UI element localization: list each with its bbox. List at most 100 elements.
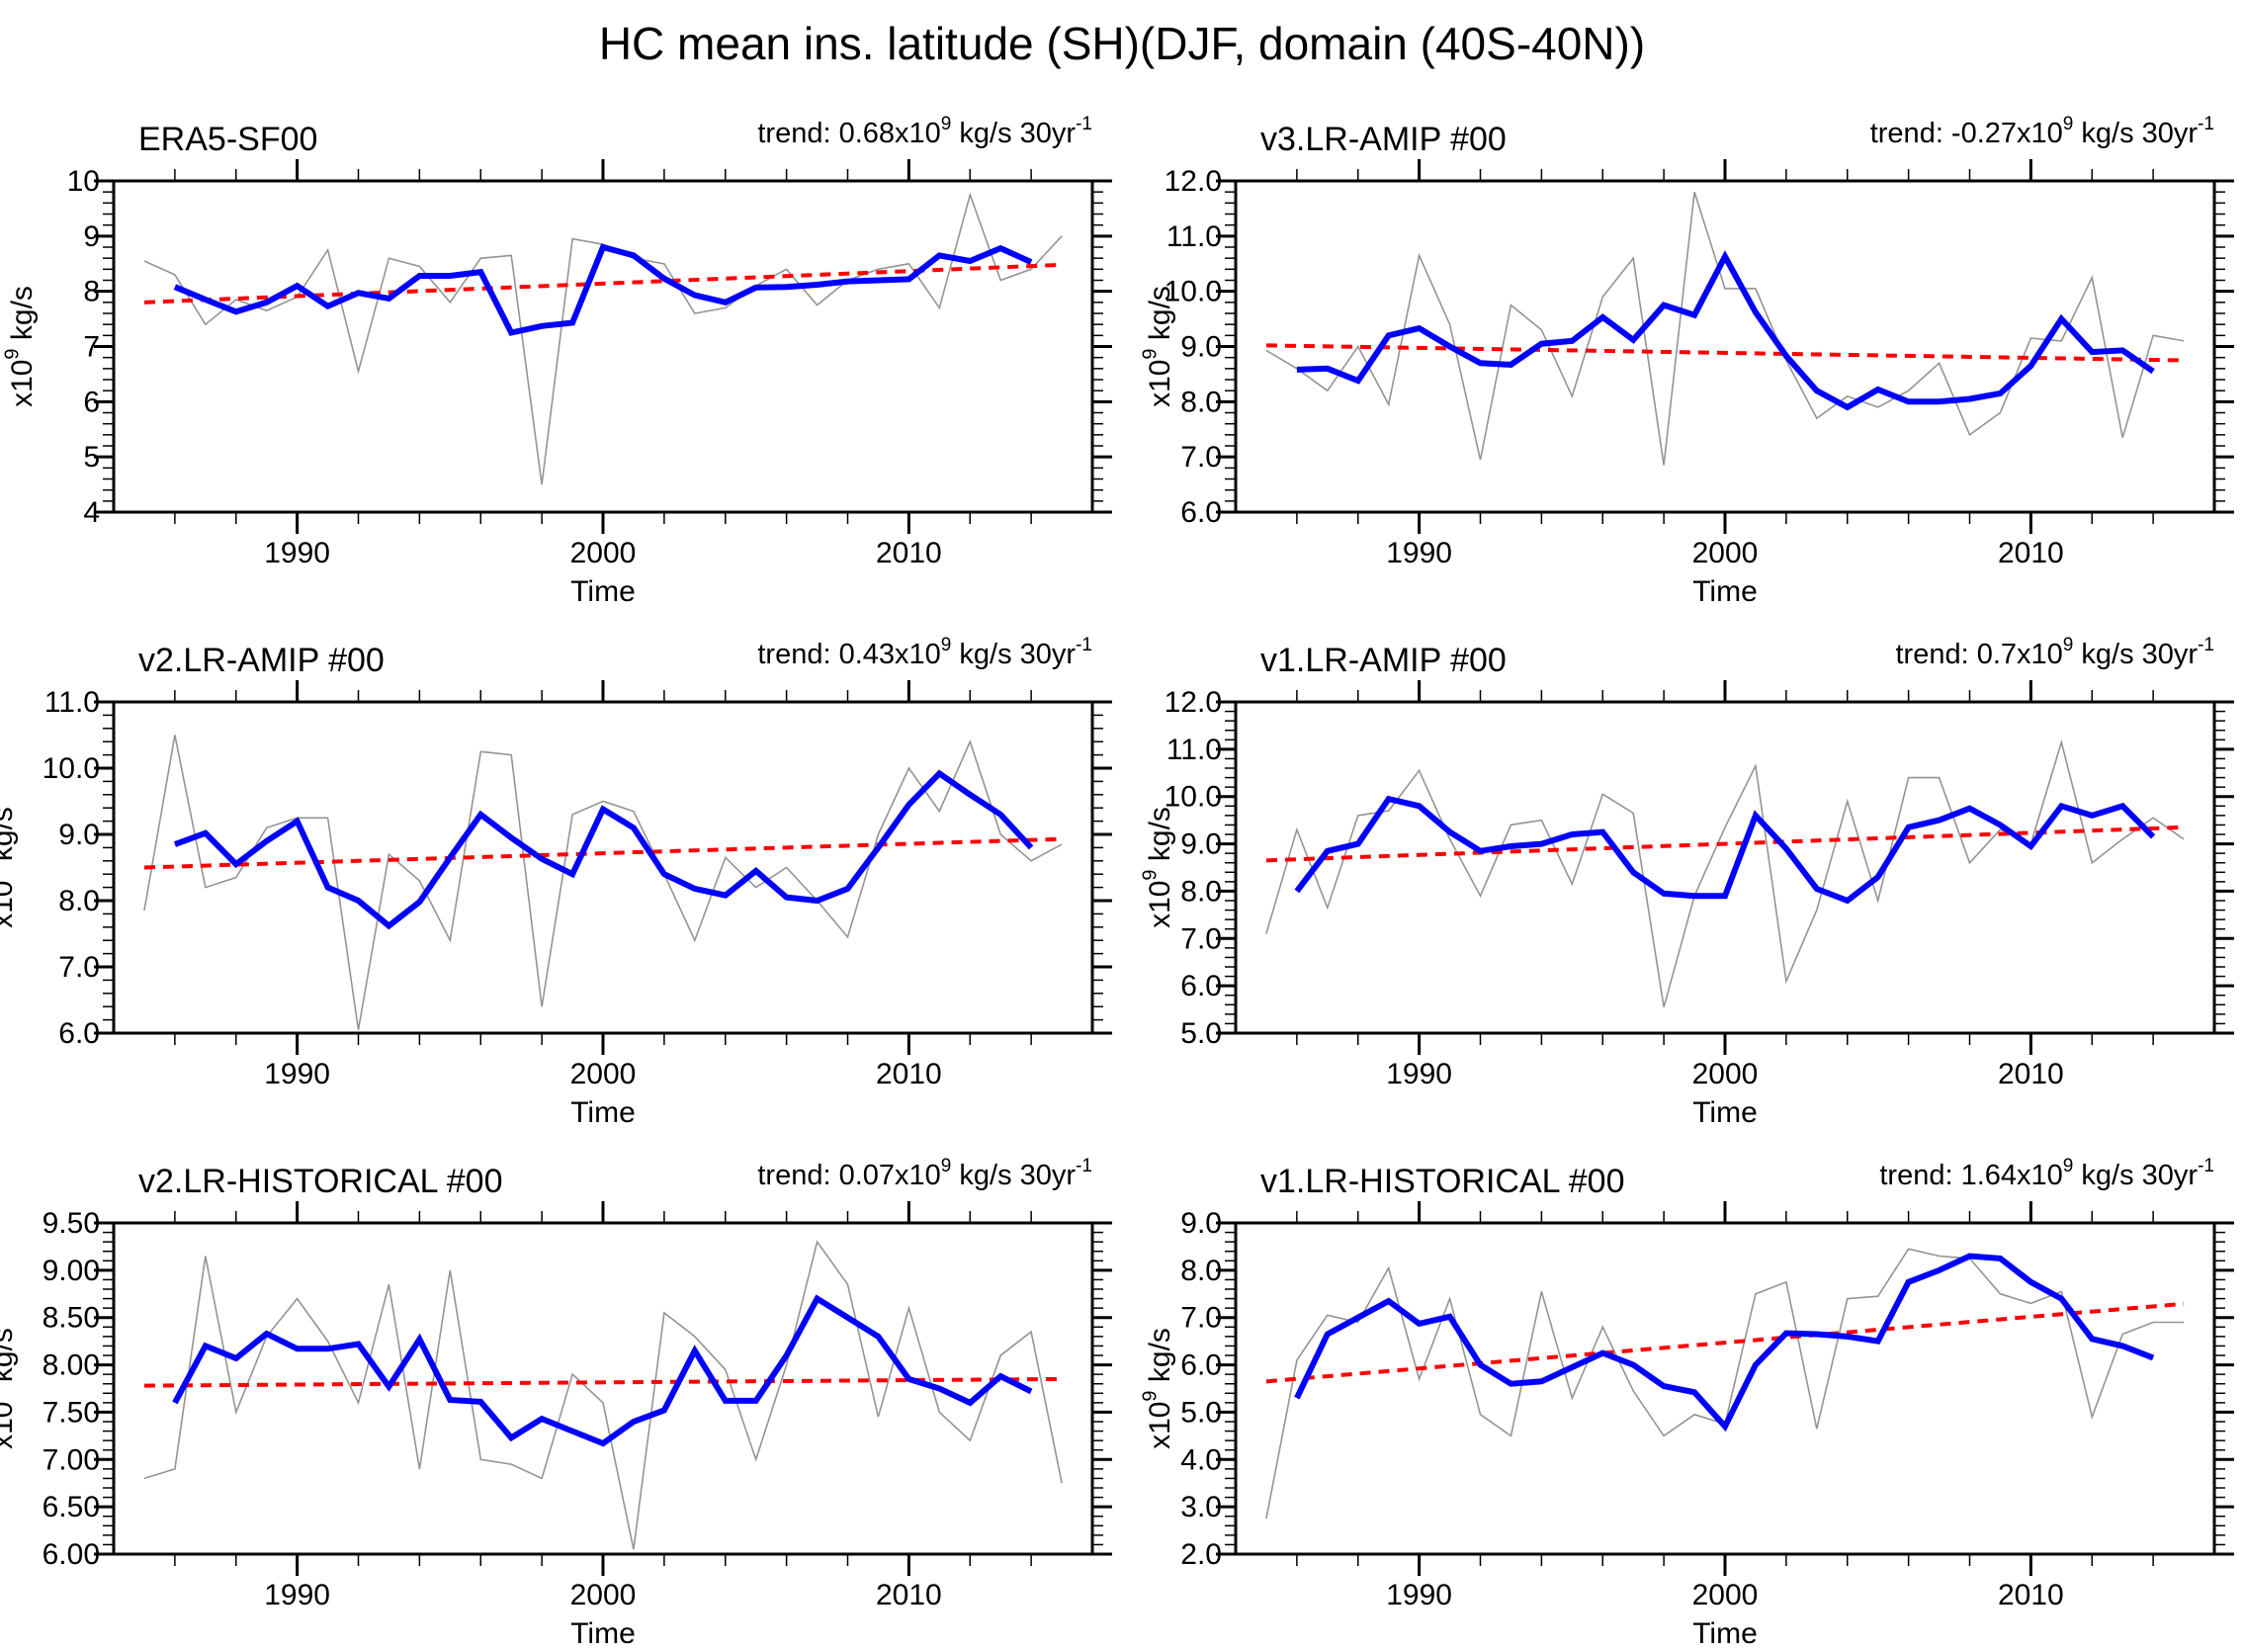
y-tick-label: 7.0 (1180, 922, 1222, 955)
trend-label: trend: 0.68x109 kg/s 30yr-1 (757, 114, 1092, 149)
panel-title: v2.LR-AMIP #00 (138, 642, 385, 679)
y-tick-label: 6.50 (43, 1491, 100, 1523)
x-tick-label: 1990 (1386, 537, 1452, 569)
x-axis-label: Time (570, 1617, 636, 1650)
plot-border (1234, 700, 2216, 1035)
y-tick-label: 9.0 (58, 819, 100, 851)
trend-line (143, 1376, 1063, 1388)
x-tick-label: 1990 (264, 537, 330, 569)
y-axis-label: x109 kg/s (1140, 286, 1177, 407)
x-axis-label: Time (570, 575, 636, 608)
plot-area: v1.LR-HISTORICAL #00 trend: 1.64x109 kg/s… (1140, 1156, 2234, 1650)
x-tick-label: 2000 (1692, 1579, 1759, 1611)
panel-title: v3.LR-AMIP #00 (1260, 121, 1507, 158)
x-tick-label: 2000 (570, 537, 637, 569)
y-tick-label: 7 (83, 331, 100, 364)
y-tick-label: 6.0 (58, 1017, 100, 1050)
y-tick-label: 11.0 (1166, 734, 1222, 766)
y-tick-label: 2.0 (1180, 1538, 1222, 1571)
x-tick-label: 2010 (1998, 1058, 2064, 1090)
trend-label: trend: 0.7x109 kg/s 30yr-1 (1896, 635, 2215, 670)
y-tick-label: 9.00 (43, 1255, 100, 1287)
trend-line (143, 262, 1063, 304)
y-tick-label: 12.0 (1165, 165, 1222, 198)
trend-line (1265, 825, 2185, 863)
y-tick-label: 5.0 (1180, 1396, 1222, 1429)
trend-line (143, 836, 1063, 870)
plot-area: v1.LR-AMIP #00 trend: 0.7x109 kg/s 30yr-1… (1140, 635, 2234, 1129)
annual-line (143, 192, 1063, 485)
plot-border (112, 700, 1094, 1035)
x-ticks (174, 1201, 1032, 1576)
smoothed-line (173, 769, 1034, 930)
x-tick-label: 2010 (1998, 1579, 2064, 1611)
annual-line (1265, 739, 2185, 1007)
y-tick-label: 8.0 (1180, 875, 1222, 908)
trend-label: trend: 0.43x109 kg/s 30yr-1 (757, 635, 1092, 670)
x-axis-label: Time (1692, 1617, 1758, 1650)
trend-label: trend: 0.07x109 kg/s 30yr-1 (757, 1156, 1092, 1191)
y-tick-label: 6.0 (1180, 970, 1222, 1002)
y-tick-label: 7.0 (1180, 1302, 1222, 1335)
y-tick-label: 8.00 (43, 1349, 100, 1382)
y-axis-label: x109 kg/s (0, 807, 19, 928)
annual-line (1265, 191, 2185, 466)
x-axis-label: Time (1692, 1096, 1758, 1129)
trend-line (1265, 343, 2185, 363)
x-tick-label: 1990 (264, 1579, 330, 1611)
x-ticks (174, 159, 1032, 534)
chart-svg: v1.LR-AMIP #00 trend: 0.7x109 kg/s 30yr-1… (1140, 635, 2234, 1129)
chart-svg: v2.LR-HISTORICAL #00 trend: 0.07x109 kg/s… (0, 1156, 1112, 1650)
y-tick-label: 4.0 (1180, 1443, 1222, 1476)
panel-v2-lr-historical: v2.LR-HISTORICAL #00 trend: 0.07x109 kg/s… (0, 1129, 1122, 1650)
y-tick-label: 10 (67, 165, 100, 198)
plot-border (112, 1221, 1094, 1556)
plot-area: v2.LR-AMIP #00 trend: 0.43x109 kg/s 30yr-… (0, 635, 1112, 1129)
smoothed-line (1294, 1253, 2155, 1433)
y-ticks (94, 179, 1112, 514)
x-tick-label: 2010 (876, 1058, 942, 1090)
x-tick-label: 2000 (570, 1058, 637, 1090)
y-ticks (1216, 700, 2234, 1035)
panel-v2-lr-amip: v2.LR-AMIP #00 trend: 0.43x109 kg/s 30yr-… (0, 608, 1122, 1129)
x-tick-label: 2000 (1692, 1058, 1759, 1090)
panel-title: v2.LR-HISTORICAL #00 (138, 1163, 502, 1200)
y-tick-label: 11.0 (44, 686, 100, 719)
panel-title: v1.LR-AMIP #00 (1260, 642, 1507, 679)
smoothed-line (1294, 795, 2156, 905)
plot-area: ERA5-SF00 trend: 0.68x109 kg/s 30yr-1 4 5 6 7… (2, 114, 1112, 608)
y-axis-label: x109 kg/s (2, 286, 40, 407)
panel-v3-lr-amip: v3.LR-AMIP #00 trend: -0.27x109 kg/s 30yr… (1122, 87, 2244, 608)
x-ticks (174, 680, 1032, 1055)
y-tick-label: 11.0 (1166, 220, 1222, 253)
y-tick-label: 8.0 (58, 885, 100, 917)
x-tick-label: 1990 (1386, 1579, 1452, 1611)
annual-line (143, 1240, 1063, 1550)
figure-title: HC mean ins. latitude (SH)(DJF, domain (… (598, 18, 1646, 69)
y-tick-label: 9.50 (43, 1207, 100, 1240)
x-axis-label: Time (570, 1096, 636, 1129)
y-tick-label: 9.0 (1180, 828, 1222, 861)
y-tick-label: 7.0 (1180, 441, 1222, 474)
trend-line (1265, 1301, 2185, 1384)
y-tick-label: 5.0 (1180, 1017, 1222, 1050)
y-tick-label: 6 (83, 386, 100, 418)
x-tick-label: 2000 (1692, 537, 1759, 569)
panel-grid: ERA5-SF00 trend: 0.68x109 kg/s 30yr-1 4 5 6 7… (0, 87, 2244, 1650)
x-ticks (1296, 159, 2154, 534)
y-tick-label: 10.0 (1165, 781, 1222, 814)
y-ticks (1216, 1221, 2234, 1556)
y-axis-label: x109 kg/s (0, 1328, 19, 1449)
y-tick-label: 9 (83, 220, 100, 253)
plot-border (112, 179, 1094, 514)
smoothed-line (173, 243, 1033, 336)
y-tick-label: 9.0 (1180, 331, 1222, 364)
chart-svg: ERA5-SF00 trend: 0.68x109 kg/s 30yr-1 4 5 6 7… (2, 114, 1112, 608)
y-tick-label: 8.50 (43, 1302, 100, 1335)
panel-v1-lr-amip: v1.LR-AMIP #00 trend: 0.7x109 kg/s 30yr-1… (1122, 608, 2244, 1129)
y-tick-label: 8.0 (1180, 1255, 1222, 1287)
y-ticks (1216, 179, 2234, 514)
chart-svg: v2.LR-AMIP #00 trend: 0.43x109 kg/s 30yr-… (0, 635, 1112, 1129)
y-tick-label: 10.0 (43, 752, 100, 785)
